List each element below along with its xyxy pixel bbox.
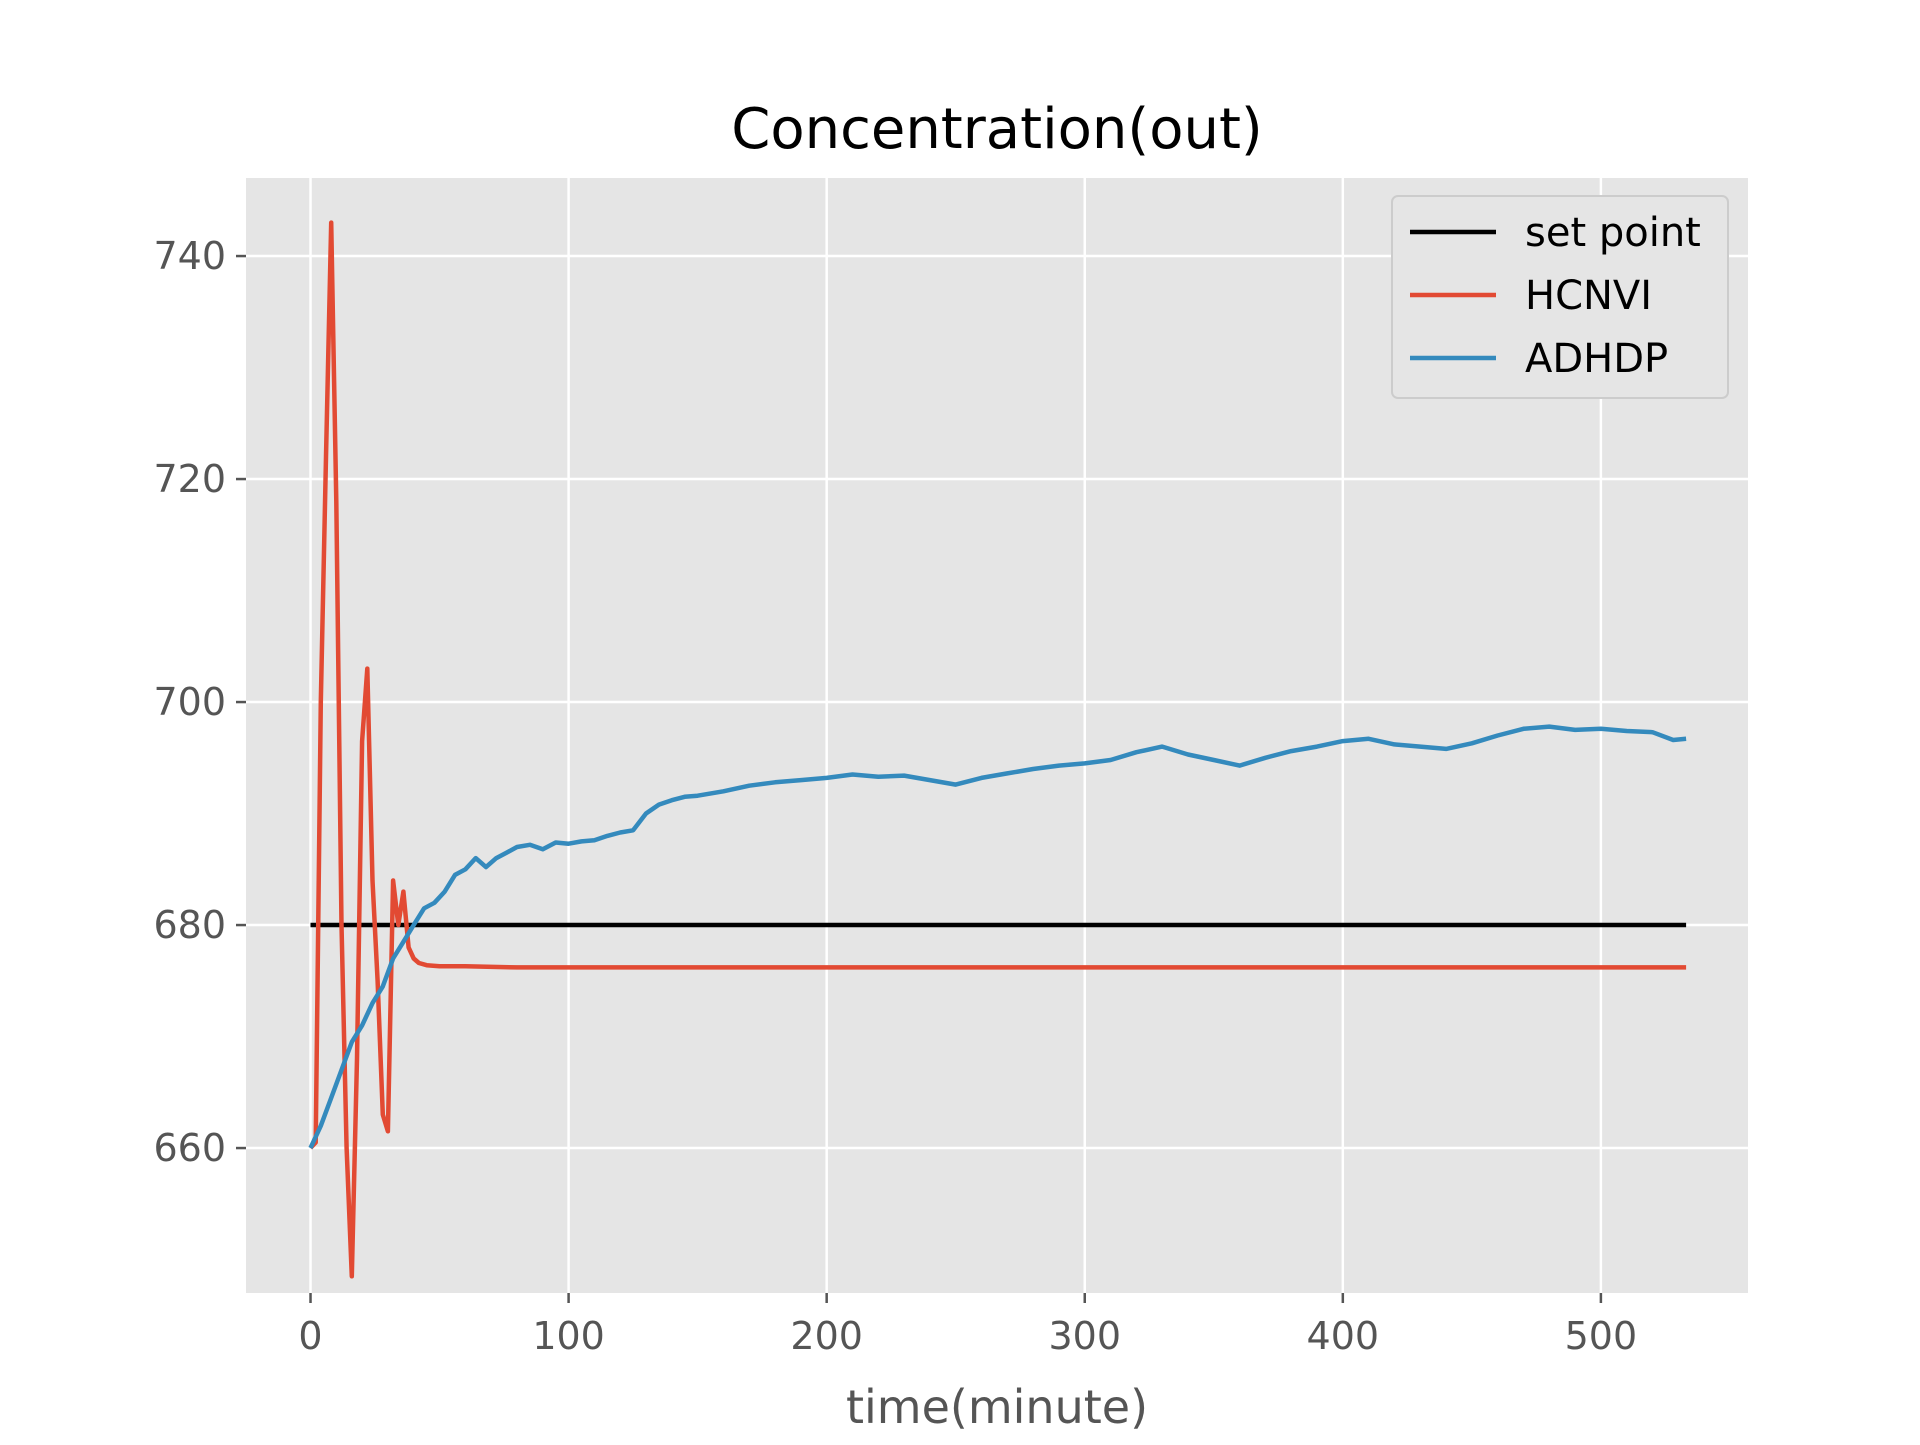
x-tick-label: 400 — [1307, 1314, 1380, 1358]
series-line-adhdp — [308, 724, 1687, 1149]
y-tick-label: 680 — [153, 903, 226, 947]
y-axis-ticks: 660 680 700 720 740 — [153, 234, 246, 1170]
x-axis-ticks: 0 100 200 300 400 500 — [298, 1293, 1637, 1358]
x-tick-label: 300 — [1048, 1314, 1121, 1358]
x-tick-label: 100 — [532, 1314, 605, 1358]
y-tick-label: 700 — [153, 680, 226, 724]
legend: set point HCNVI ADHDP — [1391, 195, 1729, 399]
y-tick-label: 720 — [153, 457, 226, 501]
y-tick-label: 740 — [153, 234, 226, 278]
legend-box — [1391, 195, 1729, 399]
x-tick-label: 500 — [1565, 1314, 1638, 1358]
series-layer — [308, 220, 1687, 1279]
legend-label: set point — [1525, 210, 1701, 256]
series-line-hcnvi — [308, 220, 1687, 1279]
x-axis-label: time(minute) — [846, 1380, 1148, 1434]
x-tick-label: 200 — [790, 1314, 863, 1358]
chart-title: Concentration(out) — [731, 97, 1263, 162]
x-tick-label: 0 — [298, 1314, 322, 1358]
legend-label: ADHDP — [1525, 336, 1668, 382]
y-tick-label: 660 — [153, 1126, 226, 1170]
legend-label: HCNVI — [1525, 273, 1652, 319]
